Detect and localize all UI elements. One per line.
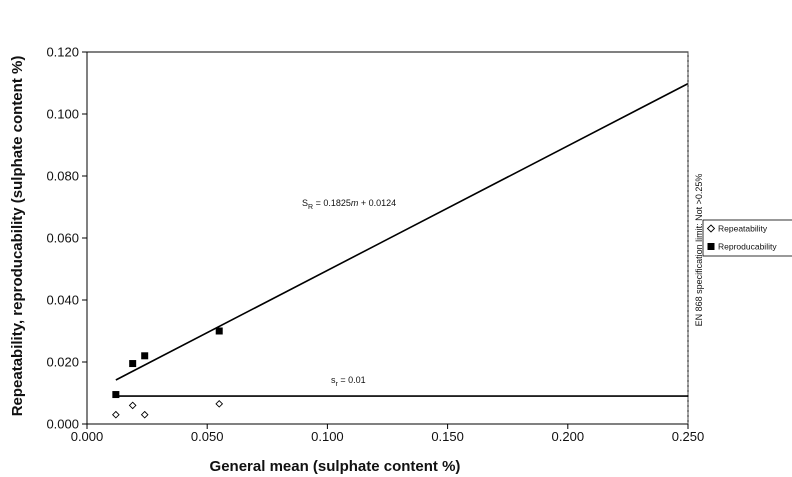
repeatability-point	[128, 401, 137, 410]
x-tick-label: 0.050	[191, 429, 224, 444]
annotations: SR = 0.1825m + 0.0124 sr = 0.01 EN 868 spe…	[302, 174, 704, 388]
x-tick-label: 0.250	[672, 429, 705, 444]
legend-label-repeatability: Repeatability	[718, 224, 768, 234]
axis-ticks: 0.000 0.050 0.100 0.150 0.200 0.250 0.000 0.020…	[46, 45, 704, 445]
repeatability-point	[215, 400, 224, 408]
y-tick-label: 0.000	[46, 417, 79, 432]
plot-area	[86, 51, 689, 425]
data-points	[112, 327, 224, 419]
legend: Repeatability Reproducability	[702, 219, 792, 257]
reproducibility-equation: SR = 0.1825m + 0.0124	[302, 198, 396, 211]
y-tick-label: 0.060	[46, 231, 79, 246]
x-tick-label: 0.200	[552, 429, 585, 444]
x-tick-label: 0.000	[71, 429, 104, 444]
plot-border	[86, 51, 689, 425]
reproducability-point	[129, 360, 137, 368]
y-tick-label: 0.100	[46, 107, 79, 122]
y-tick-label: 0.040	[46, 293, 79, 308]
legend-box	[702, 219, 792, 257]
reproducability-point	[112, 391, 120, 399]
reproducability-point	[141, 352, 149, 360]
y-tick-label: 0.120	[46, 45, 79, 60]
repeatability-point	[112, 410, 120, 419]
reproducability-point	[215, 327, 223, 335]
repeatability-point	[140, 410, 149, 419]
y-tick-label: 0.020	[46, 355, 79, 370]
legend-label-reproducability: Reproducability	[718, 242, 777, 252]
y-tick-label: 0.080	[46, 169, 79, 184]
legend-marker-repeatability	[706, 224, 716, 233]
y-axis-title: Repeatability, reproducability (sulphate…	[9, 56, 26, 417]
repeatability-equation: sr = 0.01	[331, 375, 366, 388]
legend-marker-reproducability	[707, 243, 715, 250]
reproducibility-fit-line	[115, 82, 689, 381]
spec-limit-label: EN 868 specification limit: Not >0.25%	[694, 174, 704, 327]
x-axis-title: General mean (sulphate content %)	[210, 458, 461, 475]
x-tick-label: 0.100	[311, 429, 344, 444]
fit-lines	[115, 52, 689, 424]
x-tick-label: 0.150	[431, 429, 464, 444]
